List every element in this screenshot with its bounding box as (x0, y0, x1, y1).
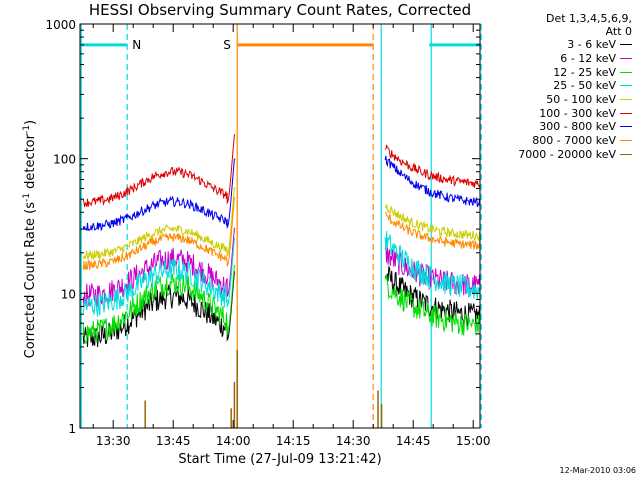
legend-item-label: 800 - 7000 keV (532, 134, 616, 148)
y-tick-label: 100 (53, 153, 76, 167)
y-tick-label: 1 (68, 422, 76, 436)
legend-item: 300 - 800 keV (480, 120, 632, 134)
x-tick-label: 13:45 (156, 434, 191, 448)
y-axis-label: Corrected Count Rate (s-1 detector-1) (21, 119, 39, 359)
series-line (82, 158, 236, 232)
legend-header-2: Att 0 (605, 25, 632, 38)
legend-item: 12 - 25 keV (480, 65, 632, 79)
series-line (384, 273, 480, 336)
x-tick-label: 13:30 (96, 434, 131, 448)
legend-item: 25 - 50 keV (480, 79, 632, 93)
legend-item-label: 25 - 50 keV (553, 79, 616, 93)
legend-swatch (620, 153, 632, 155)
legend-item-label: 300 - 800 keV (539, 120, 616, 134)
legend-item: 800 - 7000 keV (480, 134, 632, 148)
chart-title: HESSI Observing Summary Count Rates, Cor… (88, 1, 472, 19)
legend-swatch (620, 58, 632, 60)
legend-item-label: 3 - 6 keV (567, 38, 616, 52)
series-line (82, 134, 236, 208)
series-line (82, 187, 236, 261)
legend: Det 1,3,4,5,6,9, Att 0 3 - 6 keV 6 - 12 k… (480, 12, 632, 161)
legend-item: 6 - 12 keV (480, 52, 632, 66)
legend-item-label: 7000 - 20000 keV (518, 147, 616, 161)
y-tick-label: 10 (61, 287, 76, 301)
x-tick-label: 15:00 (456, 434, 491, 448)
x-tick-label: 14:15 (276, 434, 311, 448)
y-tick-label: 1000 (45, 18, 76, 32)
series-line (82, 197, 236, 271)
legend-swatch (620, 99, 632, 101)
series-line (82, 237, 236, 317)
x-tick-label: 14:45 (396, 434, 431, 448)
legend-item-label: 12 - 25 keV (553, 65, 616, 79)
legend-item-label: 100 - 300 keV (539, 106, 616, 120)
legend-swatch (620, 112, 632, 114)
night-marker-label: N (132, 38, 141, 52)
series-line (384, 144, 480, 188)
legend-swatch (620, 44, 632, 46)
legend-swatch (620, 71, 632, 73)
series-line (384, 231, 480, 300)
legend-item-label: 50 - 100 keV (546, 93, 616, 107)
legend-swatch (620, 140, 632, 142)
series-line (384, 204, 480, 242)
series-line (82, 265, 236, 344)
series-line (384, 155, 480, 208)
legend-item: 100 - 300 keV (480, 106, 632, 120)
legend-swatch (620, 85, 632, 87)
series-line (385, 211, 480, 250)
series-layer (82, 134, 480, 428)
legend-header-1: Det 1,3,4,5,6,9, (545, 12, 632, 25)
generation-timestamp: 12-Mar-2010 03:06 (559, 466, 637, 475)
legend-swatch (620, 126, 632, 128)
saa-marker-label: S (223, 38, 231, 52)
legend-item: 3 - 6 keV (480, 38, 632, 52)
x-tick-label: 14:00 (216, 434, 251, 448)
axes-layer: 13:30 13:45 14:00 14:15 14:30 14:45 15:00 1 10 10… (45, 18, 490, 448)
legend-item: 50 - 100 keV (480, 93, 632, 107)
legend-item: 7000 - 20000 keV (480, 148, 632, 162)
plot-lines (80, 24, 482, 428)
plot-frame (79, 23, 481, 429)
x-tick-label: 14:30 (336, 434, 371, 448)
legend-item-label: 6 - 12 keV (560, 52, 616, 66)
x-axis-label: Start Time (27-Jul-09 13:21:42) (178, 452, 382, 467)
